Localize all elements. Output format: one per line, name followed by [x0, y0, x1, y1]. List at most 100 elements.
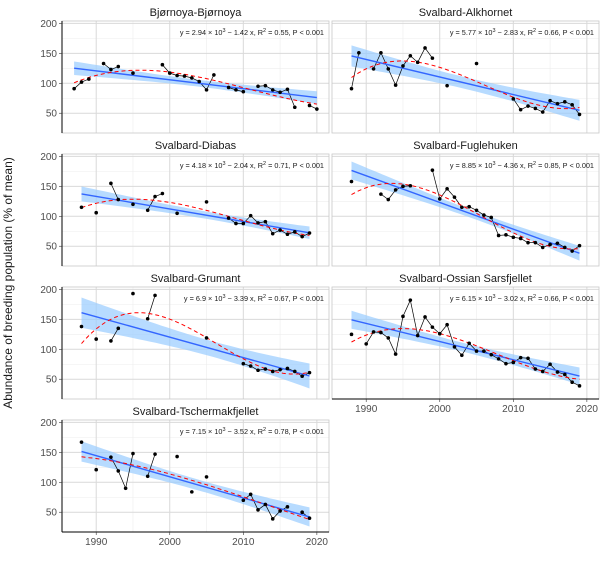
x-tick-label: 1990 — [355, 404, 378, 415]
data-point — [386, 336, 391, 340]
panel-title: Svalbard-Tschermakfjellet — [133, 406, 259, 418]
equation-text: = 0.85, P < 0.001 — [536, 161, 594, 170]
data-point — [437, 197, 442, 201]
smooth-fit-curve — [73, 69, 317, 105]
data-point — [482, 213, 486, 217]
data-point — [109, 455, 113, 459]
data-point — [160, 191, 165, 196]
data-point — [109, 181, 113, 186]
data-point — [423, 46, 427, 50]
data-point — [518, 107, 523, 112]
data-point — [263, 83, 268, 88]
data-point — [153, 452, 157, 456]
y-tick-label: 50 — [46, 242, 58, 253]
series-segment — [206, 74, 215, 91]
equation-superscript: 3 — [492, 161, 495, 167]
data-point — [116, 64, 121, 69]
data-point — [292, 105, 297, 110]
linear-fit-line — [351, 319, 580, 377]
data-point — [270, 517, 275, 521]
data-point — [364, 342, 369, 346]
data-point — [292, 230, 297, 234]
data-point — [248, 492, 253, 497]
data-point — [234, 88, 238, 92]
equation-superscript: 2 — [533, 294, 536, 300]
data-point — [518, 236, 523, 241]
data-point — [415, 60, 420, 65]
panel-background — [332, 287, 599, 399]
data-point — [175, 211, 179, 216]
panel-title: Bjørnoya-Bjørnoya — [150, 7, 243, 19]
data-point — [307, 516, 312, 521]
data-point — [234, 221, 238, 226]
equation-text: = 0.78, P < 0.001 — [266, 427, 324, 436]
data-point — [204, 336, 209, 340]
data-point — [430, 168, 435, 172]
series-segment — [147, 295, 156, 319]
data-point — [226, 216, 231, 220]
x-tick-label: 1990 — [85, 537, 108, 548]
series-segment — [387, 337, 396, 355]
data-point — [197, 79, 201, 84]
linear-fit-line — [81, 311, 310, 377]
data-point — [292, 369, 297, 374]
data-point — [562, 245, 567, 250]
equation-text: − 3.39 x, R — [226, 294, 264, 303]
y-tick-label: 200 — [40, 418, 57, 429]
data-point — [241, 361, 246, 366]
data-point — [285, 87, 290, 92]
panel-6: Svalbard-Ossian Sarsfjellet y = 6.15 × 10… — [331, 273, 600, 415]
panel-title: Svalbard-Grumant — [151, 273, 241, 285]
data-point — [540, 245, 545, 250]
panel-title: Svalbard-Alkhornet — [419, 7, 513, 19]
equation-text: y = 7.15 × 10 — [180, 427, 223, 436]
data-point — [109, 67, 113, 72]
data-point — [94, 467, 99, 472]
series-segment — [446, 324, 455, 348]
data-point — [145, 316, 150, 321]
panel-border — [331, 153, 600, 267]
data-point — [204, 200, 209, 204]
data-point — [212, 73, 216, 77]
data-point — [116, 197, 121, 202]
equation-superscript: 3 — [222, 294, 225, 300]
data-point — [241, 221, 246, 226]
data-point — [555, 370, 560, 374]
panel-7: Svalbard-Tschermakfjellet y = 7.15 × 103 … — [40, 406, 330, 548]
series-segment — [424, 316, 433, 328]
series-segment — [439, 324, 448, 334]
data-point — [256, 368, 260, 373]
series-segment — [373, 52, 382, 70]
regression-equation: y = 7.15 × 103 − 3.52 x, R2 = 0.78, P < … — [180, 427, 324, 436]
data-point — [357, 50, 361, 55]
data-point — [482, 349, 486, 353]
equation-superscript: 2 — [263, 28, 266, 34]
data-point — [393, 83, 398, 87]
y-tick-label: 150 — [40, 315, 57, 326]
data-point — [393, 188, 398, 192]
data-point — [533, 367, 538, 371]
panel-4: Svalbard-Fuglehuken y = 8.85 × 103 − 4.36… — [331, 140, 600, 267]
y-tick-label: 200 — [40, 19, 57, 30]
data-point — [467, 341, 471, 346]
data-point — [540, 110, 545, 114]
data-point — [182, 74, 187, 78]
data-point — [270, 88, 275, 92]
data-point — [570, 103, 574, 107]
series-segment — [365, 331, 374, 345]
equation-superscript: 3 — [222, 28, 225, 34]
equation-text: y = 6.15 × 10 — [450, 294, 493, 303]
panel-title: Svalbard-Diabas — [155, 140, 237, 152]
data-point — [256, 84, 260, 89]
linear-fit-line — [351, 169, 580, 254]
equation-superscript: 3 — [222, 161, 225, 167]
equation-text: y = 6.9 × 10 — [184, 294, 223, 303]
data-point — [379, 50, 383, 55]
data-point — [109, 339, 113, 343]
data-point — [423, 315, 427, 319]
data-point — [489, 215, 494, 220]
data-point — [460, 205, 464, 210]
equation-text: = 0.67, P < 0.001 — [266, 294, 324, 303]
data-point — [160, 62, 165, 67]
series-segment — [454, 346, 463, 356]
